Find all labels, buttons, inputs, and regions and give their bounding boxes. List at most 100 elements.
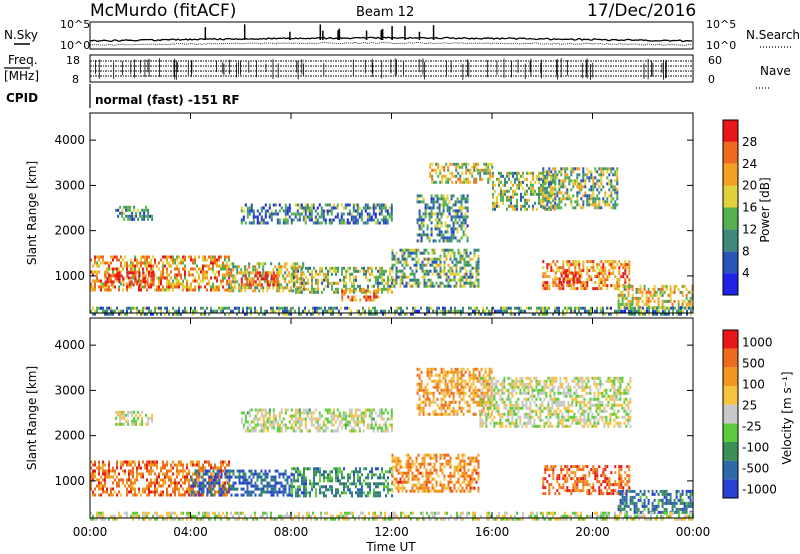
echo-cell bbox=[230, 484, 233, 488]
echo-cell bbox=[90, 484, 92, 488]
echo-cell bbox=[246, 286, 249, 290]
echo-cell bbox=[366, 203, 369, 207]
echo-cell bbox=[118, 490, 120, 494]
echo-cell bbox=[640, 312, 642, 316]
echo-cell bbox=[489, 168, 492, 172]
echo-cell bbox=[172, 285, 174, 289]
echo-cell bbox=[166, 469, 168, 473]
echo-cell bbox=[475, 248, 478, 252]
echo-cell bbox=[433, 489, 436, 493]
echo-cell bbox=[447, 486, 450, 490]
echo-cell bbox=[403, 254, 406, 258]
echo-cell bbox=[586, 197, 589, 201]
echo-cell bbox=[250, 221, 253, 225]
echo-cell bbox=[156, 285, 158, 289]
echo-cell bbox=[578, 203, 581, 207]
echo-cell bbox=[427, 474, 430, 478]
echo-cell bbox=[230, 262, 233, 266]
echo-cell bbox=[455, 165, 458, 169]
echo-cell bbox=[264, 484, 267, 488]
echo-cell bbox=[554, 197, 557, 201]
echo-cell bbox=[441, 468, 444, 472]
echo-cell bbox=[421, 459, 424, 463]
echo-cell bbox=[216, 279, 218, 283]
echo-cell bbox=[282, 218, 285, 222]
echo-cell bbox=[530, 171, 532, 175]
echo-cell bbox=[284, 206, 287, 210]
echo-cell bbox=[106, 490, 108, 494]
echo-cell bbox=[639, 287, 642, 291]
echo-cell bbox=[282, 274, 285, 278]
echo-cell bbox=[455, 257, 458, 261]
echo-cell bbox=[668, 309, 670, 313]
echo-cell bbox=[345, 289, 348, 293]
echo-cell bbox=[532, 174, 534, 178]
echo-cell bbox=[500, 189, 502, 193]
echo-cell bbox=[647, 302, 650, 306]
echo-cell bbox=[421, 483, 424, 487]
echo-cell bbox=[128, 472, 130, 476]
echo-cell bbox=[538, 306, 540, 310]
echo-cell bbox=[214, 493, 216, 497]
echo-cell bbox=[260, 274, 263, 278]
echo-cell bbox=[303, 278, 305, 282]
echo-cell bbox=[208, 255, 210, 259]
echo-cell bbox=[292, 262, 295, 266]
echo-cell bbox=[302, 209, 305, 213]
echo-cell bbox=[319, 488, 321, 492]
echo-cell bbox=[460, 197, 463, 201]
echo-cell bbox=[297, 473, 299, 477]
echo-cell bbox=[574, 167, 577, 171]
echo-cell bbox=[399, 275, 402, 279]
echo-cell bbox=[264, 274, 267, 278]
echo-cell bbox=[445, 257, 448, 261]
echo-cell bbox=[421, 474, 424, 478]
echo-cell bbox=[378, 203, 381, 207]
echo-cell bbox=[108, 460, 110, 464]
echo-cell bbox=[228, 490, 230, 494]
echo-cell bbox=[274, 209, 277, 213]
echo-cell bbox=[381, 275, 383, 279]
echo-cell bbox=[373, 289, 376, 293]
echo-cell bbox=[108, 472, 110, 476]
echo-cell bbox=[357, 476, 359, 480]
echo-cell bbox=[440, 203, 443, 207]
echo-cell bbox=[166, 460, 168, 464]
echo-cell bbox=[270, 280, 273, 284]
echo-cell bbox=[407, 248, 410, 252]
echo-cell bbox=[242, 283, 245, 287]
echo-cell bbox=[184, 255, 186, 259]
echo-cell bbox=[120, 466, 122, 470]
echo-cell bbox=[647, 287, 650, 291]
echo-cell bbox=[423, 489, 426, 493]
echo-cell bbox=[661, 299, 664, 303]
echo-cell bbox=[427, 486, 430, 490]
echo-cell bbox=[92, 463, 94, 467]
echo-cell bbox=[431, 272, 434, 276]
echo-cell bbox=[584, 284, 587, 288]
echo-cell bbox=[425, 477, 428, 481]
echo-cell bbox=[443, 477, 446, 481]
echo-cell bbox=[108, 261, 110, 265]
echo-cell bbox=[301, 479, 303, 483]
echo-cell bbox=[477, 284, 480, 288]
echo-cell bbox=[370, 218, 373, 222]
echo-cell bbox=[437, 272, 440, 276]
echo-cell bbox=[409, 468, 412, 472]
echo-cell bbox=[438, 221, 441, 225]
echo-cell bbox=[459, 174, 462, 178]
echo-cell bbox=[132, 460, 134, 464]
echo-cell bbox=[122, 258, 124, 262]
echo-cell bbox=[632, 312, 634, 316]
echo-cell bbox=[248, 262, 251, 266]
echo-cell bbox=[192, 309, 194, 313]
echo-cell bbox=[332, 312, 334, 316]
echo-cell bbox=[676, 312, 678, 316]
echo-cell bbox=[134, 306, 136, 310]
echo-cell bbox=[321, 269, 323, 273]
echo-cell bbox=[133, 214, 136, 218]
echo-cell bbox=[540, 189, 542, 193]
echo-cell bbox=[328, 221, 331, 225]
echo-cell bbox=[365, 295, 368, 299]
echo-cell bbox=[328, 218, 331, 222]
